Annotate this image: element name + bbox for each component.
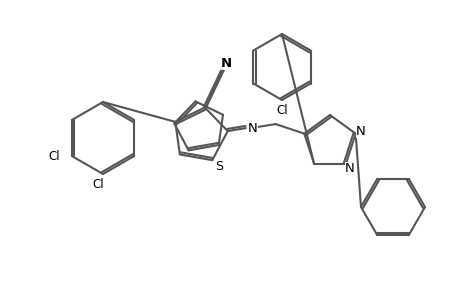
Text: N: N	[355, 125, 365, 138]
Text: N: N	[247, 122, 257, 135]
Text: Cl: Cl	[92, 178, 104, 190]
Text: S: S	[215, 160, 223, 173]
Text: N: N	[220, 57, 231, 70]
Text: Cl: Cl	[275, 103, 287, 116]
Text: Cl: Cl	[48, 149, 60, 163]
Text: N: N	[344, 162, 354, 175]
